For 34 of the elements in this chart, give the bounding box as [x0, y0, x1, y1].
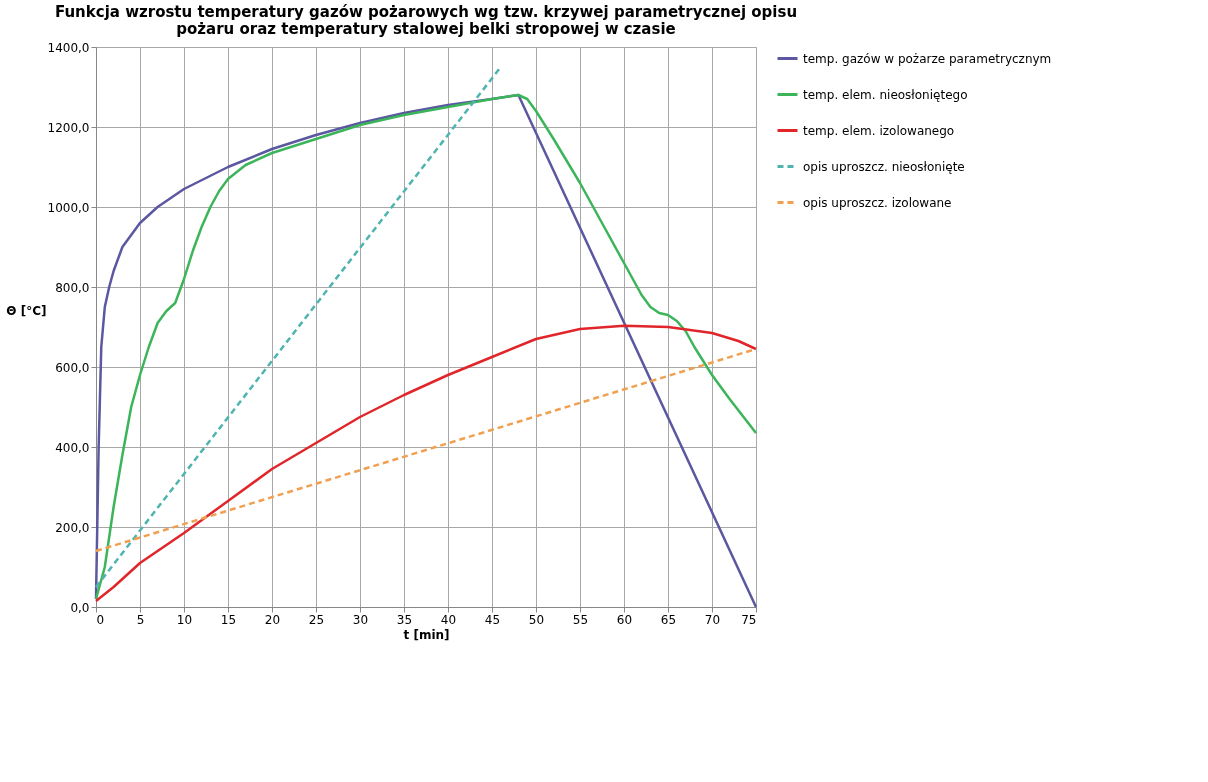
- x-tick-label: 50: [528, 612, 545, 627]
- y-tick-label: 800,0: [55, 280, 90, 295]
- x-tick-label: 40: [440, 612, 457, 627]
- legend-label: temp. gazów w pożarze parametrycznym: [803, 51, 1052, 66]
- text: Funkcja wzrostu temperatury gazów pożarowych wg tzw. krzywej parametrycznej opisu: [54, 3, 798, 21]
- x-tick-label: 0: [96, 612, 105, 627]
- y-tick-label: 1400,0: [47, 40, 90, 55]
- legend-label: opis uproszcz. izolowane: [803, 195, 952, 210]
- text: pożaru oraz temperatury stalowej belki stropowej w czasie: [176, 20, 676, 38]
- x-axis-title: t [min]: [403, 627, 450, 642]
- y-axis-title: Θ [°C]: [6, 303, 47, 318]
- x-tick-label: 45: [484, 612, 501, 627]
- x-tick-label: 25: [308, 612, 325, 627]
- y-tick-label: 600,0: [55, 360, 90, 375]
- y-tick-label: 400,0: [55, 440, 90, 455]
- x-tick-label: 10: [176, 612, 193, 627]
- x-tick-label: 5: [136, 612, 145, 627]
- y-tick-label: 1000,0: [47, 200, 90, 215]
- x-tick-label: 65: [660, 612, 677, 627]
- y-tick-label: 0,0: [70, 600, 90, 615]
- legend-label: temp. elem. izolowanego: [803, 123, 955, 138]
- x-tick-label: 20: [264, 612, 281, 627]
- x-tick-label: 35: [396, 612, 413, 627]
- y-tick-label: 1200,0: [47, 120, 90, 135]
- x-tick-label: 70: [704, 612, 721, 627]
- x-tick-label: 15: [220, 612, 237, 627]
- line-series: [94, 324, 758, 603]
- y-tick-label: 200,0: [55, 520, 90, 535]
- legend-label: temp. elem. nieosłoniętego: [803, 87, 968, 102]
- x-tick-label: 55: [572, 612, 589, 627]
- legend-label: opis uproszcz. nieosłonięte: [803, 159, 965, 174]
- x-tick-label: 60: [616, 612, 633, 627]
- x-tick-label: 75: [741, 612, 757, 627]
- x-tick-label: 30: [352, 612, 369, 627]
